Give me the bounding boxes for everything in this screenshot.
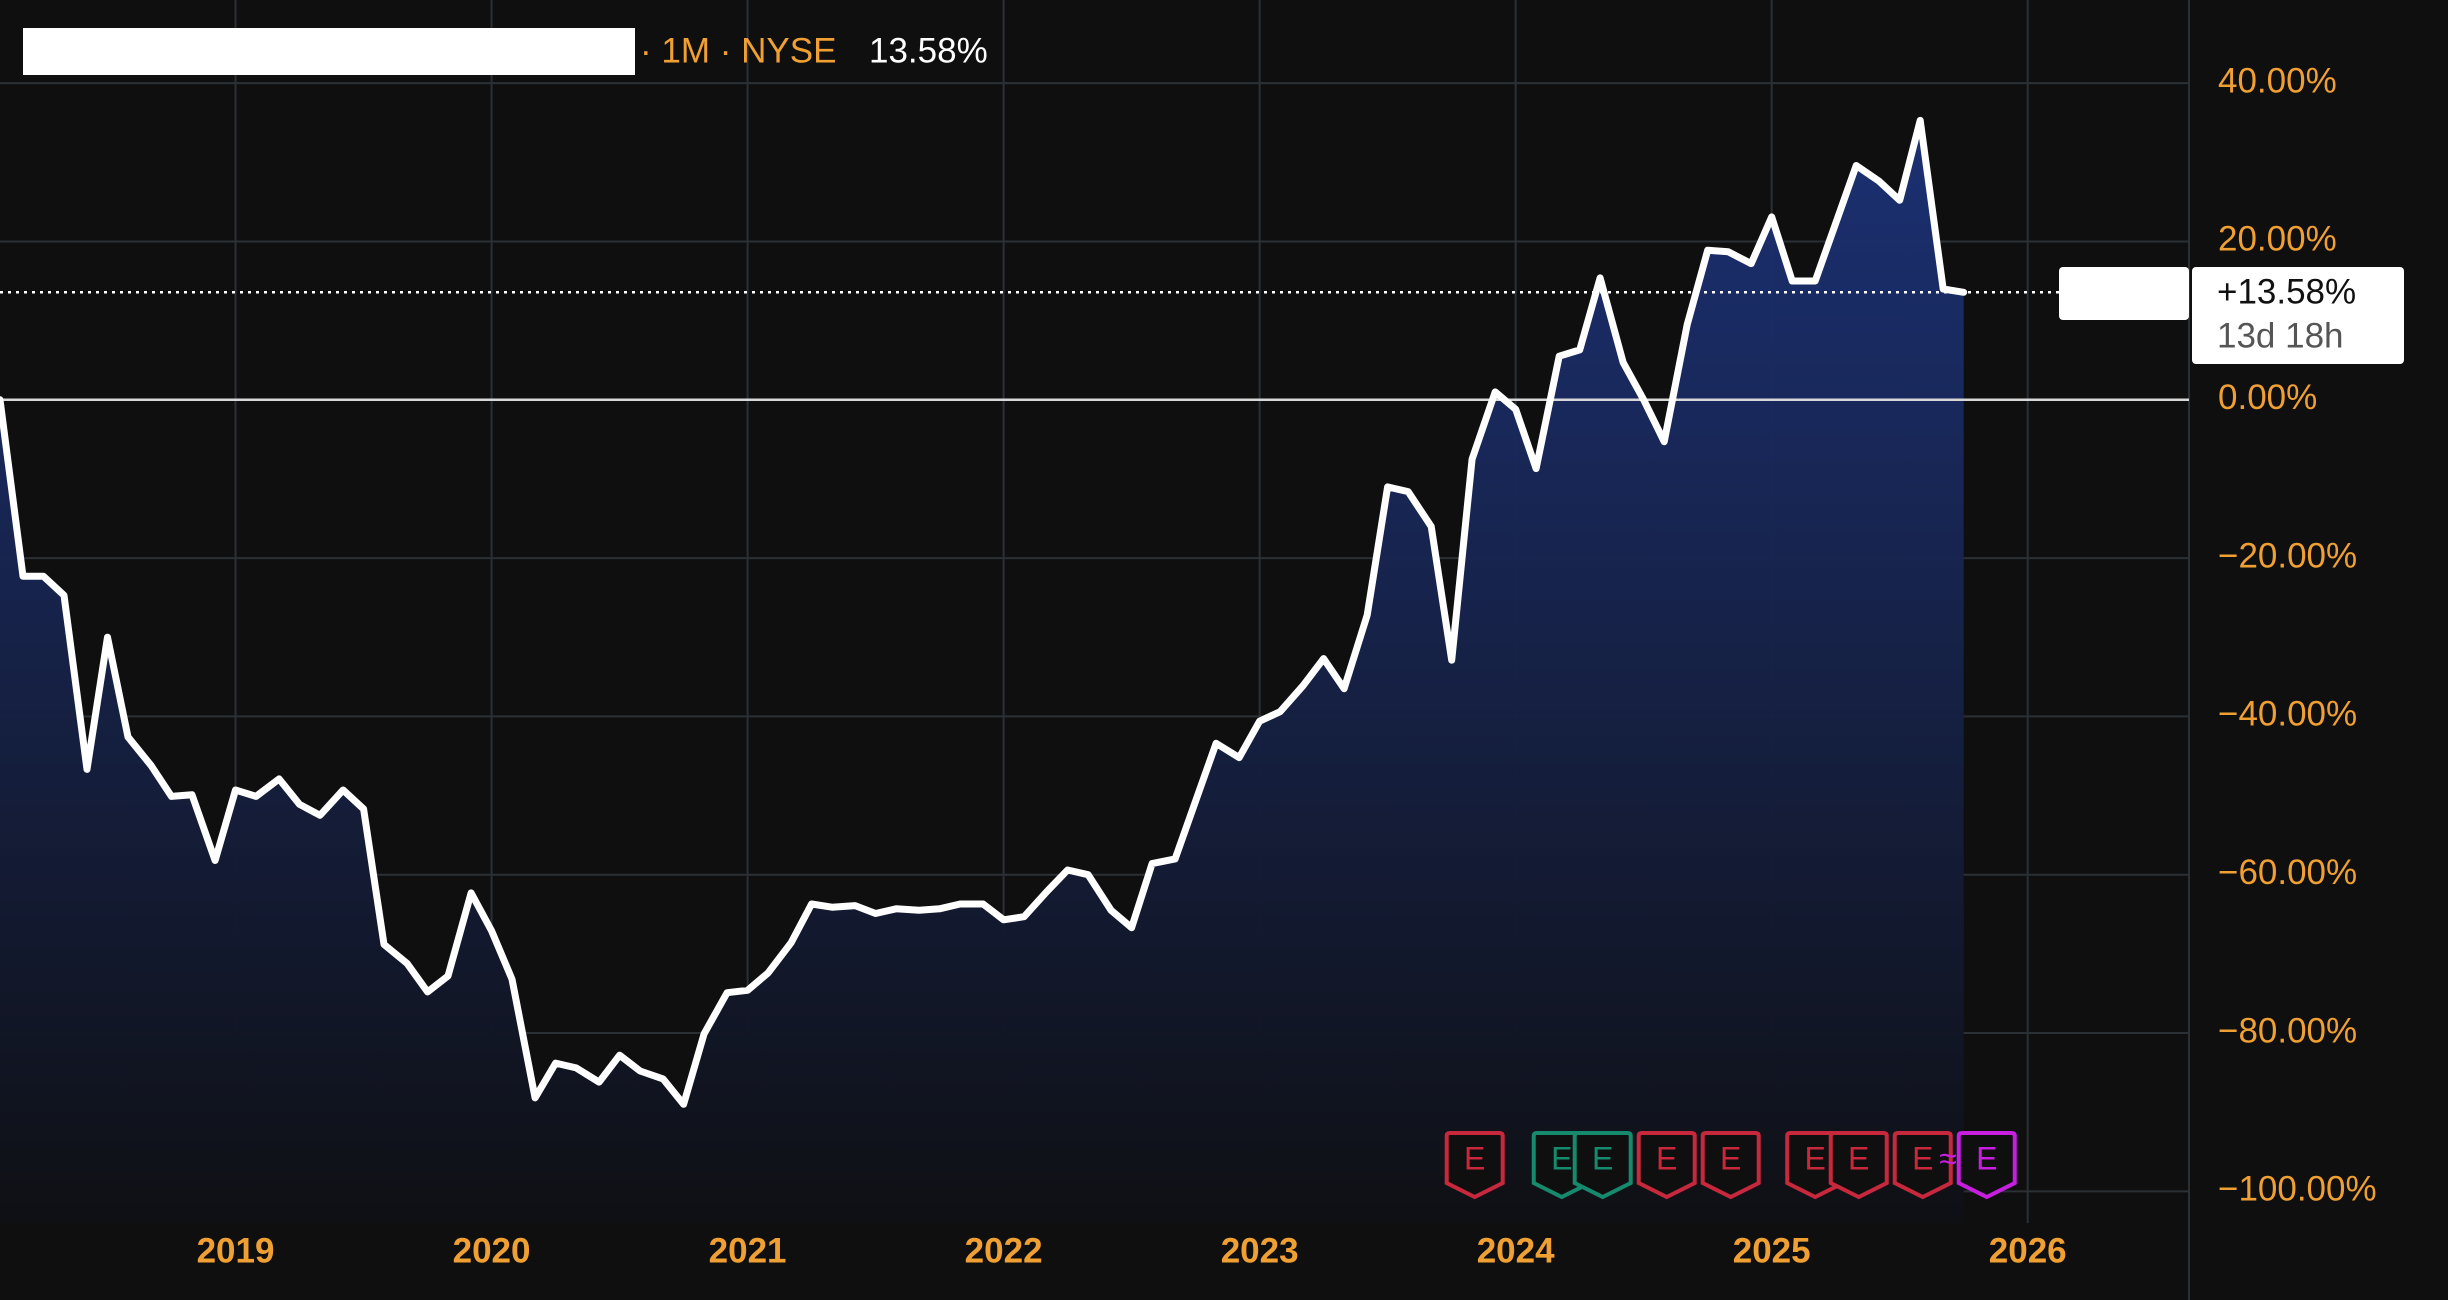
earnings-marker: E≈ [1939, 1131, 2017, 1200]
earnings-badge [1636, 1131, 1697, 1200]
y-tick-label: 20.00% [2218, 220, 2337, 259]
redacted-price [2059, 267, 2189, 320]
y-tick-label: 0.00% [2218, 378, 2317, 417]
y-tick-label: −40.00% [2218, 695, 2357, 734]
earnings-label: E [1912, 1140, 1933, 1176]
earnings-label: E [1720, 1140, 1741, 1176]
earnings-badge [1828, 1131, 1889, 1200]
earnings-label: E [1805, 1140, 1826, 1176]
earnings-label: E [1976, 1140, 1997, 1176]
annotations: · 1M · NYSE 13.58% +13.58% 13d 18h [23, 28, 2404, 364]
earnings-badge [1700, 1131, 1761, 1200]
earnings-marker: E [1636, 1131, 1697, 1200]
earnings-marker: E [1828, 1131, 1889, 1200]
header-suffix: · 1M · NYSE [640, 31, 836, 70]
redacted-symbol [23, 28, 635, 75]
price-line [0, 116, 1968, 1108]
x-tick-label: 2021 [709, 1231, 787, 1270]
earnings-label: E [1656, 1140, 1677, 1176]
x-tick-label: 2022 [965, 1231, 1043, 1270]
earnings-prefix: ≈ [1939, 1140, 1957, 1176]
y-tick-label: −60.00% [2218, 853, 2357, 892]
x-tick-label: 2019 [197, 1231, 275, 1270]
earnings-marker: E [1444, 1131, 1505, 1200]
area [0, 120, 1964, 1223]
earnings-label: E [1848, 1140, 1869, 1176]
x-tick-label: 2025 [1733, 1231, 1811, 1270]
x-tick-label: 2026 [1989, 1231, 2067, 1270]
y-tick-label: −80.00% [2218, 1011, 2357, 1050]
earnings-marker: E [1572, 1131, 1633, 1200]
earnings-badge [1956, 1131, 2017, 1200]
last-value-label: +13.58% [2217, 272, 2356, 311]
x-tick-label: 2023 [1221, 1231, 1299, 1270]
x-tick-label: 2020 [453, 1231, 531, 1270]
earnings-marker: E [1892, 1131, 1953, 1200]
plot [0, 116, 2192, 1223]
earnings-badge [1572, 1131, 1633, 1200]
countdown-label: 13d 18h [2217, 316, 2344, 355]
header-value: 13.58% [869, 31, 988, 70]
y-tick-label: −100.00% [2218, 1170, 2377, 1209]
y-tick-label: 40.00% [2218, 61, 2337, 100]
earnings-badge [1892, 1131, 1953, 1200]
earnings-label: E [1464, 1140, 1485, 1176]
last-value-box [2192, 267, 2404, 364]
y-tick-label: −20.00% [2218, 536, 2357, 575]
earnings-label: E [1551, 1140, 1572, 1176]
earnings-label: E [1592, 1140, 1613, 1176]
earnings-marker: E [1700, 1131, 1761, 1200]
earnings-badge [1444, 1131, 1505, 1200]
x-tick-label: 2024 [1477, 1231, 1555, 1270]
